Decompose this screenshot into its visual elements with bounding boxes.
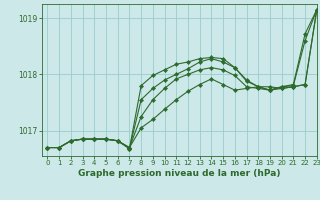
X-axis label: Graphe pression niveau de la mer (hPa): Graphe pression niveau de la mer (hPa) [78,169,280,178]
